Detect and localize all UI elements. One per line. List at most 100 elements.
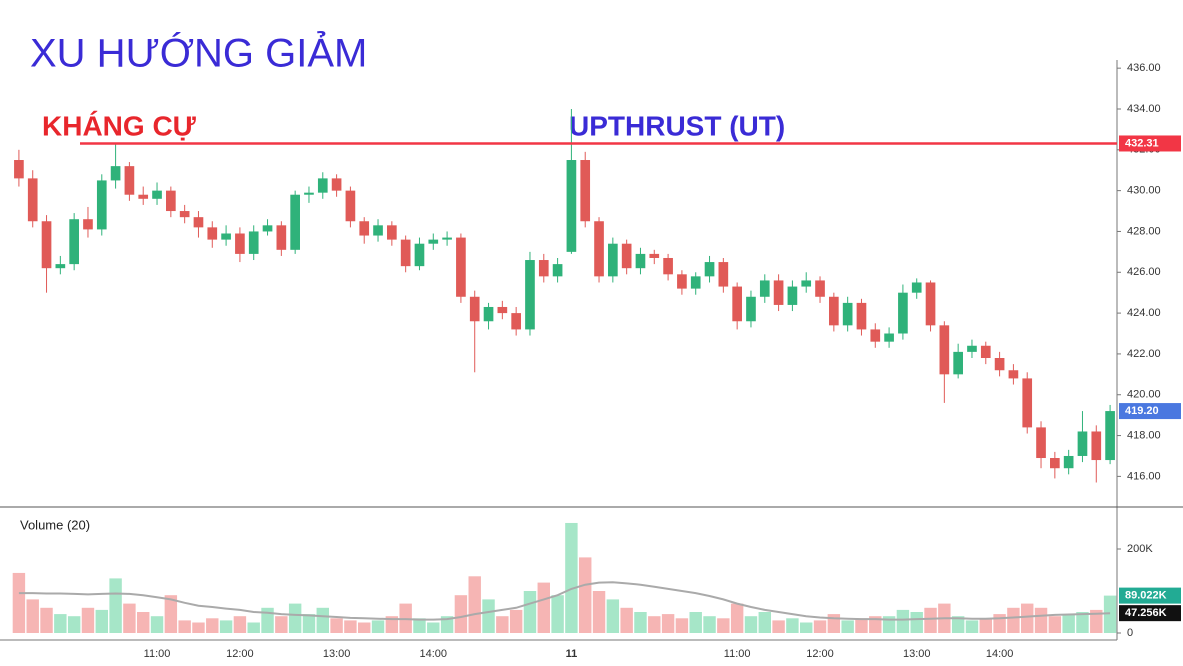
volume-bar [123,603,136,633]
volume-bar [620,607,633,633]
candle-body [428,239,439,244]
price-tag-label: 47.256K [1125,607,1167,619]
candle-body [635,253,646,269]
volume-bar [496,616,509,633]
volume-bar [247,622,260,633]
candle-body [166,190,176,212]
volume-bar [841,620,854,633]
x-tick-label: 14:00 [420,648,448,660]
volume-bar [661,614,675,633]
candle-body [414,243,425,267]
volume-bar [358,622,371,633]
volume-title: Volume (20) [20,517,90,532]
price-tag-label: 419.20 [1125,405,1159,417]
volume-bar [12,572,26,633]
y-tick-label: 416.00 [1127,470,1161,482]
chart-title: XU HƯỚNG GIẢM [30,30,367,76]
volume-bar [551,595,564,633]
y-tick-label: 428.00 [1127,225,1161,237]
x-tick-label: 12:00 [226,648,254,660]
volume-bar [219,620,233,633]
candle-body [856,302,867,330]
candle-body [138,194,149,199]
y-tick-label: 430.00 [1127,185,1161,197]
candle-body [939,325,950,375]
candle-body [262,225,273,232]
volume-bar [1021,603,1034,633]
candle-body [373,225,383,236]
volume-bar [302,614,316,633]
volume-bar [951,616,965,633]
candle-body [538,260,549,277]
volume-bar [1034,607,1048,633]
volume-bar [275,616,288,633]
candle-body [594,221,604,277]
candle-body [27,178,38,222]
candle-body [732,286,742,322]
candle-body [96,180,107,230]
candle-body [276,225,287,250]
candle-body [55,264,66,269]
candle-body [345,190,356,222]
volume-bar [1062,614,1075,633]
candle-body [552,264,563,277]
volume-bar [95,609,108,633]
candle-body [525,260,535,330]
volume-bar [109,578,122,633]
candle-body [1063,455,1074,469]
price-tag-label: 432.31 [1125,137,1159,149]
volume-bar [717,618,730,633]
volume-bar [371,620,385,633]
volume-bar [979,618,992,633]
volume-bar [40,607,53,633]
candle-body [1022,378,1033,428]
y-tick-label: 424.00 [1127,307,1161,319]
volume-bar [427,622,440,633]
volume-bar [413,618,426,633]
volume-bar [689,612,702,633]
volume-bar [744,616,758,633]
volume-bar [81,607,95,633]
annotation: UPTHRUST (UT) [569,110,785,141]
y-tick-label: 422.00 [1127,348,1161,360]
volume-bar [813,620,827,633]
volume-bar [800,622,813,633]
volume-bar [1007,607,1020,633]
price-tag [1119,135,1181,152]
y-tick-label: 426.00 [1127,266,1161,278]
price-tag [1119,587,1181,604]
volume-bar [344,620,357,633]
candle-body [1105,411,1115,461]
volume-bar [454,595,468,633]
candle-body [14,160,24,179]
candle-body [456,237,466,297]
volume-bar [786,618,799,633]
candle-body [359,221,370,236]
candle-body [829,296,839,326]
candle-body [442,237,452,240]
candle-body [953,351,963,375]
volume-bar [910,612,923,633]
volume-bar [233,616,247,633]
volume-bar [330,618,343,633]
volume-bar [482,599,495,633]
price-tag [1119,403,1181,420]
candle-body [870,329,881,342]
candle-body [511,313,521,330]
volume-ma-line [18,581,1111,621]
volume-bar [1048,616,1062,633]
candle-body [580,160,591,222]
y-tick-label: 436.00 [1127,62,1161,74]
volume-bar [896,609,910,633]
candle-body [1036,427,1046,459]
candle-body [787,286,798,305]
volume-bar [67,616,81,633]
volume-bar [440,616,454,633]
candle-body [193,217,204,228]
candle-body [304,192,314,195]
candle-body [1091,431,1102,461]
volume-bar [192,622,205,633]
candle-body [663,257,673,275]
candle-body [718,262,729,287]
